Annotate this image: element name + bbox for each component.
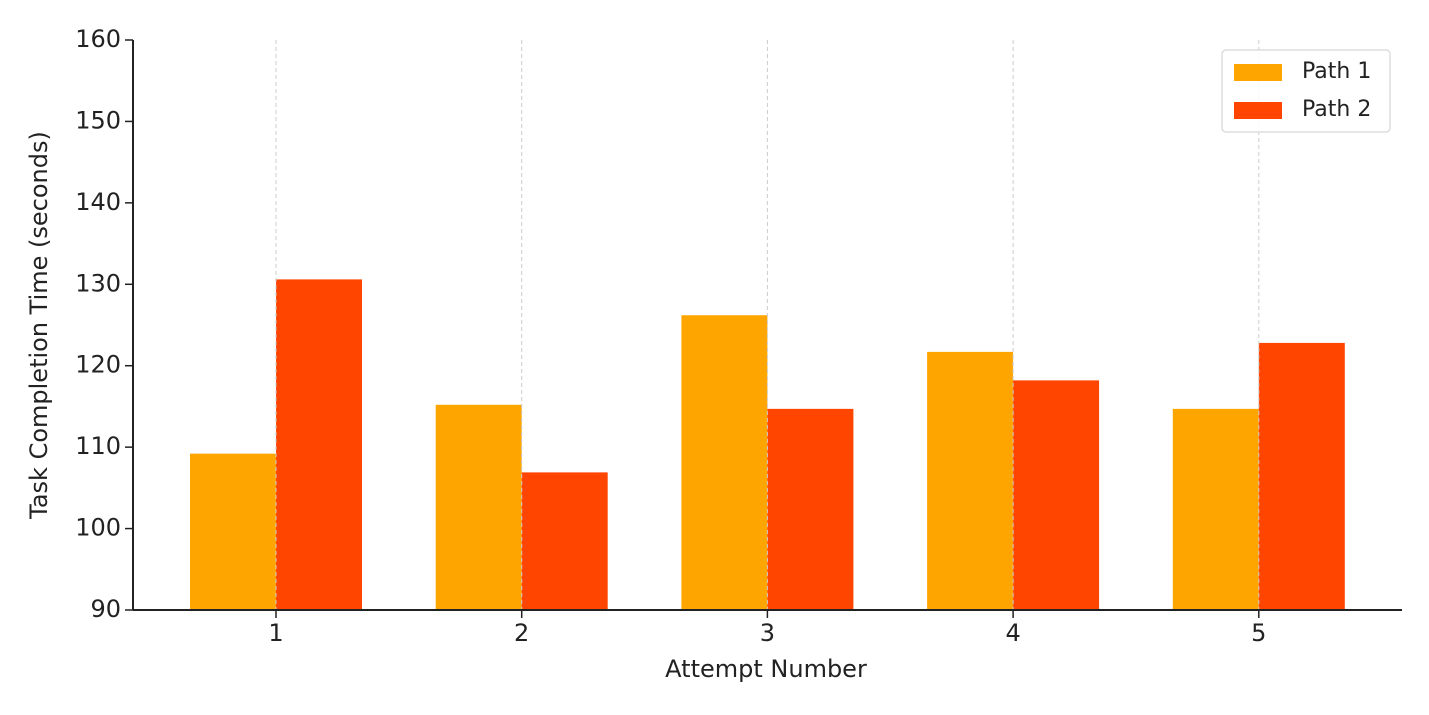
x-tick-label: 1 <box>268 619 283 647</box>
legend-label: Path 2 <box>1302 97 1371 122</box>
legend-swatch <box>1234 102 1282 119</box>
y-tick-label: 160 <box>75 25 121 53</box>
y-axis-label: Task Completion Time (seconds) <box>25 131 53 520</box>
y-tick-label: 130 <box>75 269 121 297</box>
y-tick-label: 120 <box>75 351 121 379</box>
x-axis-label: Attempt Number <box>665 655 867 683</box>
x-tick-label: 2 <box>514 619 529 647</box>
x-tick-label: 5 <box>1251 619 1266 647</box>
bar <box>1172 408 1259 610</box>
legend-swatch <box>1234 64 1282 81</box>
bar <box>435 404 522 610</box>
bar <box>927 351 1014 610</box>
x-tick-label: 3 <box>760 619 775 647</box>
y-tick-label: 140 <box>75 188 121 216</box>
bar <box>681 315 768 610</box>
legend-label: Path 1 <box>1302 59 1371 84</box>
x-tick-label: 4 <box>1005 619 1020 647</box>
bar <box>1258 342 1345 610</box>
y-tick-label: 150 <box>75 106 121 134</box>
bar <box>190 453 276 610</box>
bar <box>521 472 608 610</box>
y-tick-label: 100 <box>75 514 121 542</box>
bar <box>276 279 362 610</box>
y-tick-label: 90 <box>90 595 121 623</box>
bar <box>767 408 854 610</box>
y-tick-label: 110 <box>75 432 121 460</box>
bar <box>1013 380 1100 610</box>
